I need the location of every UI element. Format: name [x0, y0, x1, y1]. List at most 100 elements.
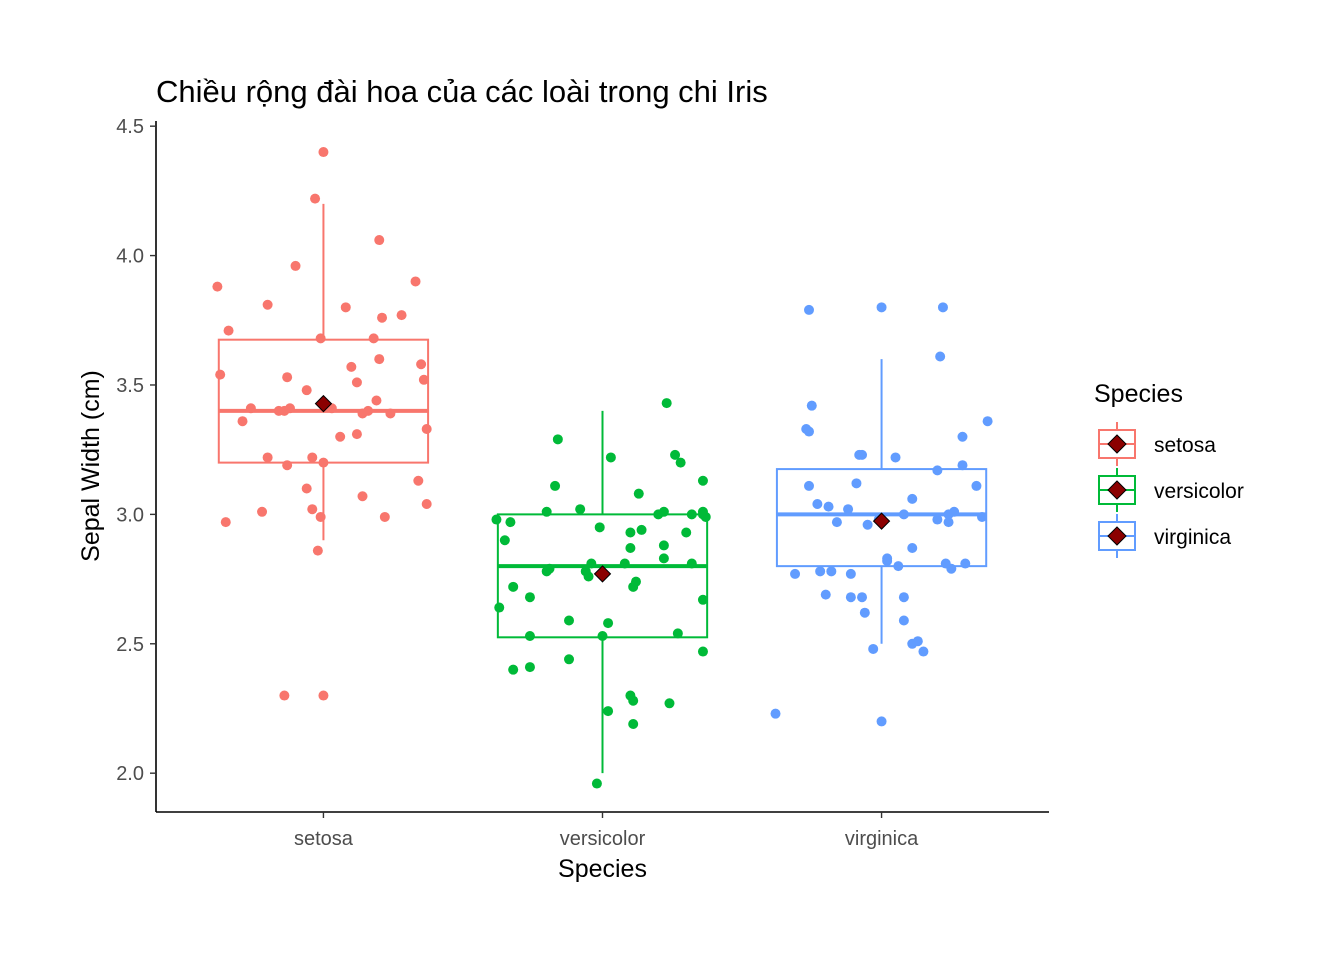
data-point: [290, 260, 301, 271]
data-point: [363, 405, 374, 416]
chart-title: Chiều rộng đài hoa của các loài trong ch…: [156, 74, 768, 109]
data-point: [826, 566, 837, 577]
legend-item-versicolor: versicolor: [1098, 468, 1244, 512]
data-point: [603, 706, 614, 717]
data-point: [854, 449, 865, 460]
data-point: [876, 716, 887, 727]
data-point: [661, 398, 672, 409]
series-versicolor: [491, 398, 711, 789]
data-point: [212, 281, 223, 292]
data-point: [790, 568, 801, 579]
data-point: [335, 431, 346, 442]
data-point: [508, 581, 519, 592]
data-point: [524, 662, 535, 673]
data-point: [890, 452, 901, 463]
y-tick-label: 2.0: [116, 763, 144, 785]
data-point: [524, 631, 535, 642]
data-point: [550, 480, 561, 491]
mean-marker: [314, 394, 333, 413]
data-point: [898, 592, 909, 603]
data-point: [215, 369, 226, 380]
data-point: [524, 592, 535, 603]
data-point: [594, 522, 605, 533]
x-axis-ticks: setosa versicolor virginica: [294, 812, 919, 850]
data-point: [301, 483, 312, 494]
legend-key-mean-marker: [1107, 526, 1127, 546]
legend-label: setosa: [1154, 434, 1216, 457]
data-point: [845, 592, 856, 603]
data-point: [664, 698, 675, 709]
data-point: [357, 491, 368, 502]
data-point: [301, 385, 312, 396]
data-point: [625, 527, 636, 538]
data-point: [686, 558, 697, 569]
x-tick-label: setosa: [294, 828, 354, 850]
data-point: [806, 400, 817, 411]
data-point: [949, 506, 960, 517]
data-point: [494, 602, 505, 613]
data-point: [541, 506, 552, 517]
data-point: [307, 452, 318, 463]
data-point: [591, 778, 602, 789]
data-point: [564, 654, 575, 665]
data-point: [499, 535, 510, 546]
data-point: [697, 594, 708, 605]
data-point: [670, 449, 681, 460]
data-point: [815, 566, 826, 577]
data-point: [907, 493, 918, 504]
data-point: [857, 592, 868, 603]
data-point: [946, 563, 957, 574]
data-point: [597, 631, 608, 642]
data-point: [882, 555, 893, 566]
data-point: [508, 664, 519, 675]
mean-marker: [593, 565, 612, 583]
data-point: [977, 511, 988, 522]
mean-marker: [872, 512, 891, 530]
data-point: [957, 460, 968, 471]
data-point: [416, 359, 427, 370]
data-point: [315, 511, 326, 522]
data-point: [804, 480, 815, 491]
legend-item-setosa: setosa: [1098, 422, 1216, 466]
data-point: [868, 643, 879, 654]
data-point: [605, 452, 616, 463]
legend-item-virginica: virginica: [1098, 514, 1231, 558]
x-axis-title: Species: [558, 855, 647, 883]
data-point: [937, 302, 948, 313]
data-point: [315, 333, 326, 344]
data-point: [318, 457, 329, 468]
data-point: [918, 646, 929, 657]
data-point: [371, 395, 382, 406]
data-point: [220, 517, 231, 528]
data-point: [898, 509, 909, 520]
data-point: [351, 429, 362, 440]
data-point: [368, 333, 379, 344]
x-tick-label: virginica: [845, 828, 919, 850]
y-tick-label: 3.0: [116, 504, 144, 526]
data-point: [245, 403, 256, 414]
data-point: [932, 465, 943, 476]
series-setosa: [212, 147, 432, 701]
data-point: [351, 377, 362, 388]
data-point: [804, 304, 815, 315]
data-point: [396, 310, 407, 321]
data-point: [284, 403, 295, 414]
data-point: [374, 235, 385, 246]
data-point: [603, 618, 614, 629]
data-point: [982, 416, 993, 427]
data-point: [257, 506, 268, 517]
data-point: [636, 524, 647, 535]
data-point: [823, 501, 834, 512]
data-point: [307, 504, 318, 515]
legend-key-mean-marker: [1107, 434, 1127, 454]
data-point: [379, 511, 390, 522]
y-tick-label: 4.5: [116, 116, 144, 138]
data-point: [932, 514, 943, 525]
data-point: [385, 408, 396, 419]
y-axis-title: Sepal Width (cm): [77, 370, 105, 562]
x-tick-label: versicolor: [560, 828, 646, 850]
data-point: [898, 615, 909, 626]
data-point: [279, 690, 290, 701]
data-point: [912, 636, 923, 647]
